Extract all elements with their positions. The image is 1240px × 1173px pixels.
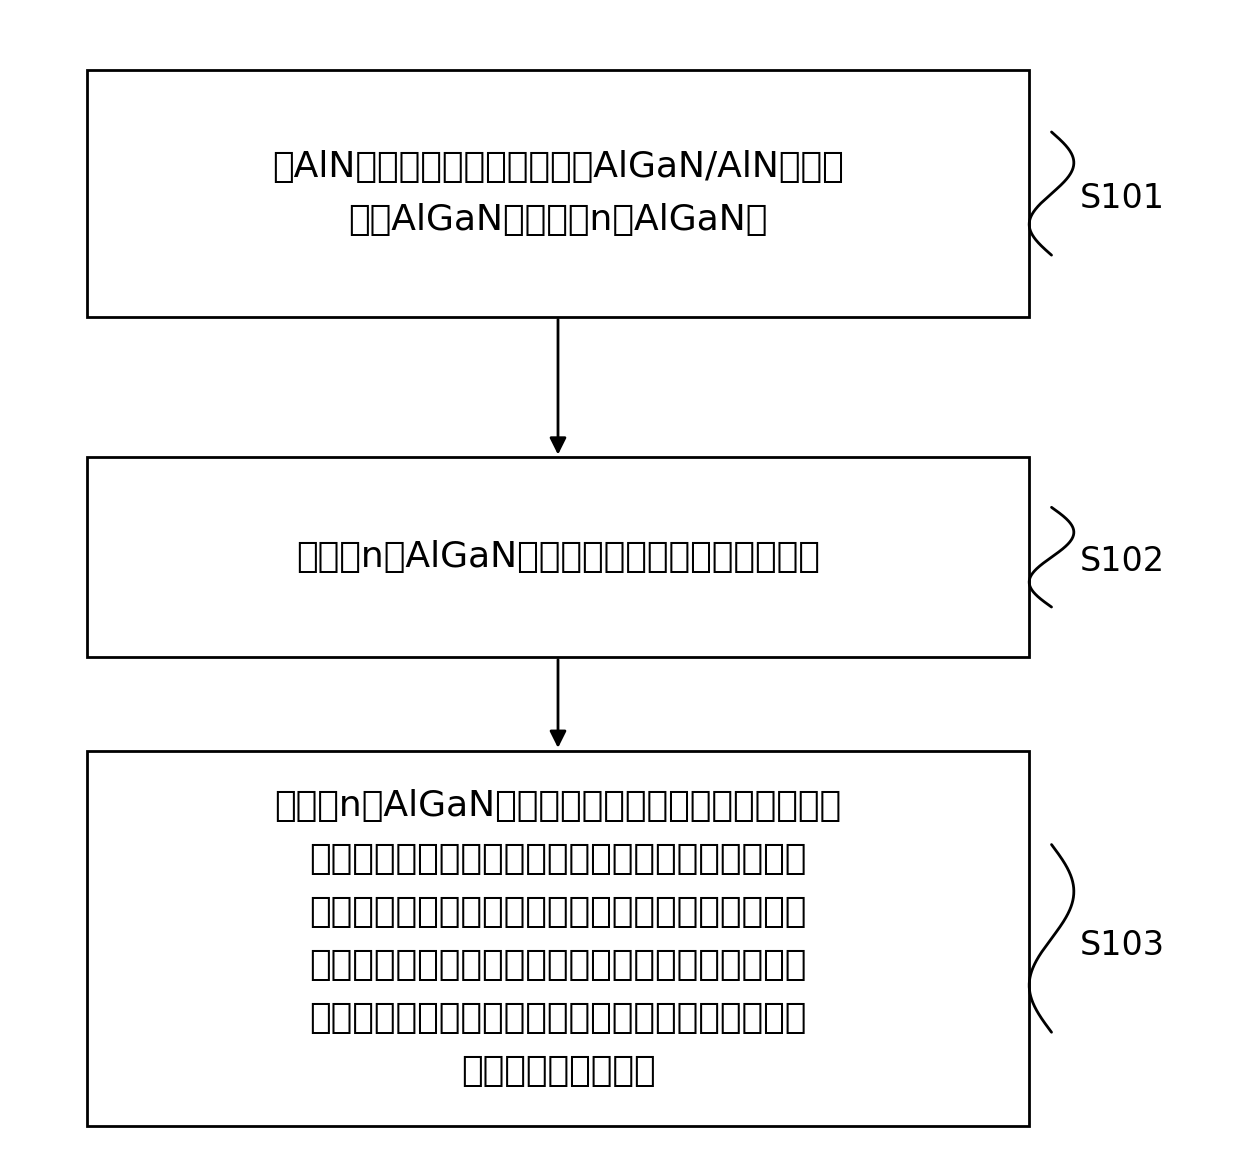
Bar [87, 70, 1029, 317]
Text: S101: S101 [1080, 182, 1164, 215]
Bar [87, 751, 1029, 1126]
Text: 在所述n型AlGaN层表面设置导电氧化物纳米天线: 在所述n型AlGaN层表面设置导电氧化物纳米天线 [296, 541, 820, 574]
Text: S103: S103 [1080, 929, 1164, 962]
Text: 在所述n型AlGaN层表面设置一组金属叉指电极中的第
一叉指电极及第二叉指电极，得到所述单片集成日盲
紫外及近红外双色光电探测器；其中，所述导电氧化
物纳米天线: 在所述n型AlGaN层表面设置一组金属叉指电极中的第 一叉指电极及第二叉指电极，… [274, 789, 842, 1087]
Text: 在AlN模板上由下至上依次设置AlGaN/AlN超晶格
层、AlGaN过渡层及n型AlGaN层: 在AlN模板上由下至上依次设置AlGaN/AlN超晶格 层、AlGaN过渡层及n… [272, 150, 844, 237]
Bar [87, 457, 1029, 657]
Text: S102: S102 [1080, 544, 1164, 577]
